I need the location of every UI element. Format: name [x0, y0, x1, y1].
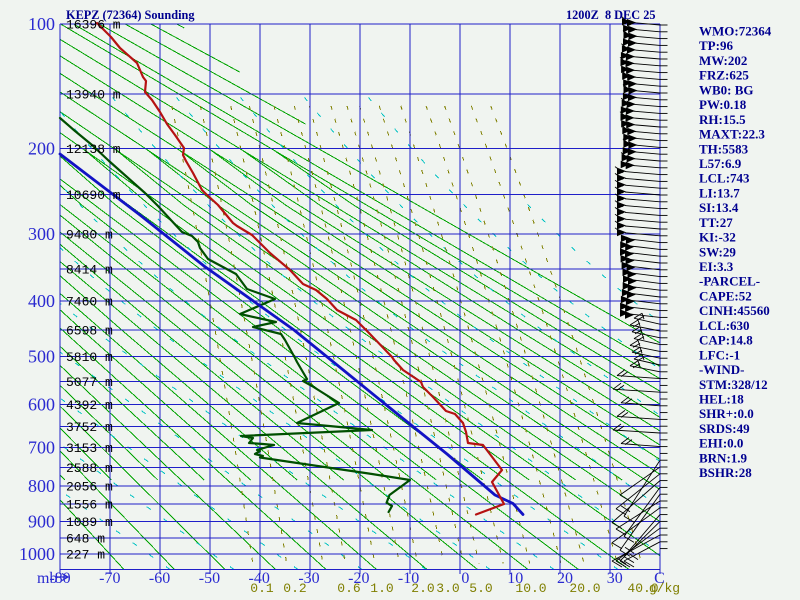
svg-text:TT:27: TT:27: [699, 215, 733, 230]
svg-text:30: 30: [607, 570, 623, 587]
svg-text:5077 m: 5077 m: [66, 375, 113, 390]
svg-text:-80: -80: [49, 570, 70, 587]
svg-text:100: 100: [28, 14, 55, 34]
svg-text:40.0: 40.0: [627, 581, 658, 596]
svg-text:-30: -30: [298, 570, 319, 587]
svg-text:20: 20: [557, 570, 573, 587]
svg-text:16396 m: 16396 m: [66, 18, 121, 33]
svg-text:1556 m: 1556 m: [66, 498, 113, 513]
svg-text:EI:3.3: EI:3.3: [699, 259, 734, 274]
svg-text:FRZ:625: FRZ:625: [699, 68, 749, 83]
svg-text:500: 500: [28, 347, 55, 367]
svg-text:-50: -50: [199, 570, 220, 587]
svg-text:LI:13.7: LI:13.7: [699, 185, 740, 200]
svg-text:9480 m: 9480 m: [66, 228, 113, 243]
svg-text:-10: -10: [398, 570, 419, 587]
svg-text:600: 600: [28, 395, 55, 415]
svg-text:8414 m: 8414 m: [66, 263, 113, 278]
svg-text:CAP:14.8: CAP:14.8: [699, 333, 753, 348]
svg-text:L57:6.9: L57:6.9: [699, 156, 742, 171]
svg-text:mb: mb: [37, 570, 57, 587]
svg-text:SHR+:0.0: SHR+:0.0: [699, 406, 754, 421]
svg-text:400: 400: [28, 291, 55, 311]
svg-text:300: 300: [28, 224, 55, 244]
svg-text:3752 m: 3752 m: [66, 420, 113, 435]
svg-text:1000: 1000: [19, 544, 55, 564]
svg-text:3153 m: 3153 m: [66, 441, 113, 456]
svg-text:MW:202: MW:202: [699, 53, 747, 68]
svg-text:12138 m: 12138 m: [66, 142, 121, 157]
svg-text:2588 m: 2588 m: [66, 461, 113, 476]
svg-text:2.0: 2.0: [411, 581, 434, 596]
svg-text:KI:-32: KI:-32: [699, 230, 736, 245]
svg-text:RH:15.5: RH:15.5: [699, 112, 746, 127]
svg-text:TP:96: TP:96: [699, 38, 733, 53]
svg-text:7460 m: 7460 m: [66, 294, 113, 309]
svg-text:0.2: 0.2: [283, 581, 306, 596]
svg-text:227 m: 227 m: [66, 548, 105, 563]
svg-text:WB0: BG: WB0: BG: [699, 82, 754, 97]
svg-text:C: C: [654, 570, 665, 587]
svg-text:4392 m: 4392 m: [66, 398, 113, 413]
svg-text:-PARCEL-: -PARCEL-: [699, 274, 760, 289]
svg-text:900: 900: [28, 511, 55, 531]
svg-text:WMO:72364: WMO:72364: [699, 24, 772, 39]
svg-text:0: 0: [461, 570, 469, 587]
svg-text:0.6: 0.6: [337, 581, 360, 596]
svg-text:-70: -70: [99, 570, 120, 587]
svg-text:STM:328/12: STM:328/12: [699, 377, 768, 392]
svg-text:1200Z 8 DEC 25: 1200Z 8 DEC 25: [566, 8, 656, 22]
svg-text:BRN:1.9: BRN:1.9: [699, 450, 748, 465]
svg-text:LCL:630: LCL:630: [699, 318, 750, 333]
svg-text:SRDS:49: SRDS:49: [699, 421, 750, 436]
svg-text:648 m: 648 m: [66, 532, 105, 547]
svg-text:-40: -40: [249, 570, 270, 587]
svg-text:800: 800: [28, 476, 55, 496]
svg-text:LCL:743: LCL:743: [699, 171, 750, 186]
svg-text:TH:5583: TH:5583: [699, 141, 749, 156]
svg-text:SW:29: SW:29: [699, 244, 736, 259]
svg-text:-60: -60: [149, 570, 170, 587]
svg-text:10690 m: 10690 m: [66, 188, 121, 203]
svg-text:6598 m: 6598 m: [66, 323, 113, 338]
svg-text:5.0: 5.0: [469, 581, 492, 596]
svg-text:g/kg: g/kg: [649, 581, 680, 596]
svg-text:700: 700: [28, 438, 55, 458]
svg-text:10.0: 10.0: [515, 581, 546, 596]
svg-text:CAPE:52: CAPE:52: [699, 288, 752, 303]
svg-text:BSHR:28: BSHR:28: [699, 465, 752, 480]
svg-text:20.0: 20.0: [569, 581, 600, 596]
svg-text:-20: -20: [348, 570, 369, 587]
svg-text:SI:13.4: SI:13.4: [699, 200, 739, 215]
svg-text:13940 m: 13940 m: [66, 87, 121, 102]
svg-text:MAXT:22.3: MAXT:22.3: [699, 127, 765, 142]
svg-text:3.0: 3.0: [436, 581, 459, 596]
svg-text:10: 10: [507, 570, 523, 587]
svg-text:LFC:-1: LFC:-1: [699, 347, 740, 362]
svg-text:PW:0.18: PW:0.18: [699, 97, 747, 112]
svg-text:5810 m: 5810 m: [66, 350, 113, 365]
svg-text:1.0: 1.0: [370, 581, 393, 596]
svg-text:KEPZ (72364) Sounding: KEPZ (72364) Sounding: [66, 8, 195, 22]
svg-text:CINH:45560: CINH:45560: [699, 303, 770, 318]
svg-text:HEL:18: HEL:18: [699, 392, 744, 407]
svg-text:0.1: 0.1: [250, 581, 274, 596]
svg-text:EHI:0.0: EHI:0.0: [699, 436, 743, 451]
svg-text:-WIND-: -WIND-: [699, 362, 745, 377]
svg-text:1089 m: 1089 m: [66, 515, 113, 530]
svg-text:2056 m: 2056 m: [66, 480, 113, 495]
svg-text:200: 200: [28, 139, 55, 159]
